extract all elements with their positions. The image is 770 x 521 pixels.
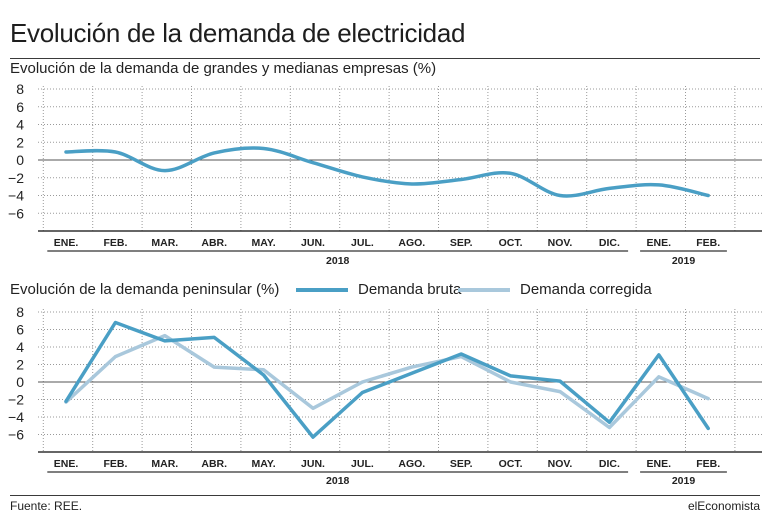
chart1-xtick-4: MAY. (252, 237, 276, 249)
chart1-ytick-0: 8 (16, 81, 24, 97)
chart1-year-label-0: 2018 (326, 255, 350, 267)
chart1-ytick-3: 2 (16, 134, 24, 150)
chart1-xtick-13: FEB. (696, 237, 720, 249)
chart2-ytick-1: 6 (16, 322, 24, 338)
chart2-xtick-10: NOV. (548, 458, 573, 470)
page-title: Evolución de la demanda de electricidad (10, 18, 466, 48)
chart2-xtick-9: OCT. (499, 458, 523, 470)
chart2-ytick-6: −4 (8, 409, 24, 425)
chart1-xtick-10: NOV. (548, 237, 573, 249)
chart1-ytick-1: 6 (16, 99, 24, 115)
footer-divider (10, 495, 760, 496)
chart2-xtick-5: JUN. (301, 458, 325, 470)
chart1-xtick-2: MAR. (151, 237, 178, 249)
legend-swatch-bruta (296, 288, 348, 293)
chart2-ytick-4: 0 (16, 374, 24, 390)
legend-item-bruta: Demanda bruta (296, 281, 461, 298)
chart1-ytick-7: −6 (8, 205, 24, 221)
brand-logo: elEconomista (687, 499, 760, 513)
chart2-title: Evolución de la demanda peninsular (%) (10, 281, 280, 298)
chart2-xtick-13: FEB. (696, 458, 720, 470)
chart2-ytick-2: 4 (16, 339, 24, 355)
chart1-ytick-5: −2 (8, 170, 24, 186)
chart2-xtick-3: ABR. (201, 458, 227, 470)
chart2-xtick-4: MAY. (252, 458, 276, 470)
chart2-year-label-0: 2018 (326, 475, 350, 487)
chart1-ytick-2: 4 (16, 117, 24, 133)
legend-swatch-corregida (458, 288, 510, 293)
chart1-year-label-1: 2019 (672, 255, 696, 267)
legend-item-corregida: Demanda corregida (458, 281, 652, 298)
chart1-ytick-6: −4 (8, 188, 24, 204)
legend-label-corregida: Demanda corregida (520, 281, 652, 298)
chart1-xtick-1: FEB. (103, 237, 127, 249)
chart2-xtick-7: AGO. (398, 458, 425, 470)
chart1-xtick-12: ENE. (647, 237, 672, 249)
chart2-xtick-11: DIC. (599, 458, 620, 470)
legend-label-bruta: Demanda bruta (358, 281, 462, 298)
chart1-xtick-11: DIC. (599, 237, 620, 249)
chart2-xtick-2: MAR. (151, 458, 178, 470)
chart1-xtick-8: SEP. (450, 237, 473, 249)
chart2-ytick-0: 8 (16, 304, 24, 320)
chart2-ytick-5: −2 (8, 392, 24, 408)
chart1-title: Evolución de la demanda de grandes y med… (10, 60, 437, 77)
chart1-series-line-1 (64, 146, 710, 198)
chart2-xtick-6: JUL. (351, 458, 374, 470)
chart2-series-line-1 (64, 320, 710, 439)
chart1-xtick-3: ABR. (201, 237, 227, 249)
source-note: Fuente: REE. (10, 499, 83, 513)
chart2-year-label-1: 2019 (672, 475, 696, 487)
chart2-ytick-3: 2 (16, 357, 24, 373)
chart1-xtick-0: ENE. (54, 237, 79, 249)
chart2-xtick-0: ENE. (54, 458, 79, 470)
chart2-ytick-7: −6 (8, 427, 24, 443)
chart1-ytick-4: 0 (16, 152, 24, 168)
title-divider (10, 58, 760, 59)
chart2-xtick-1: FEB. (103, 458, 127, 470)
chart1-xtick-5: JUN. (301, 237, 325, 249)
chart1-xtick-9: OCT. (499, 237, 523, 249)
chart1-xtick-6: JUL. (351, 237, 374, 249)
chart2-xtick-12: ENE. (647, 458, 672, 470)
chart2-xtick-8: SEP. (450, 458, 473, 470)
chart1-xtick-7: AGO. (398, 237, 425, 249)
